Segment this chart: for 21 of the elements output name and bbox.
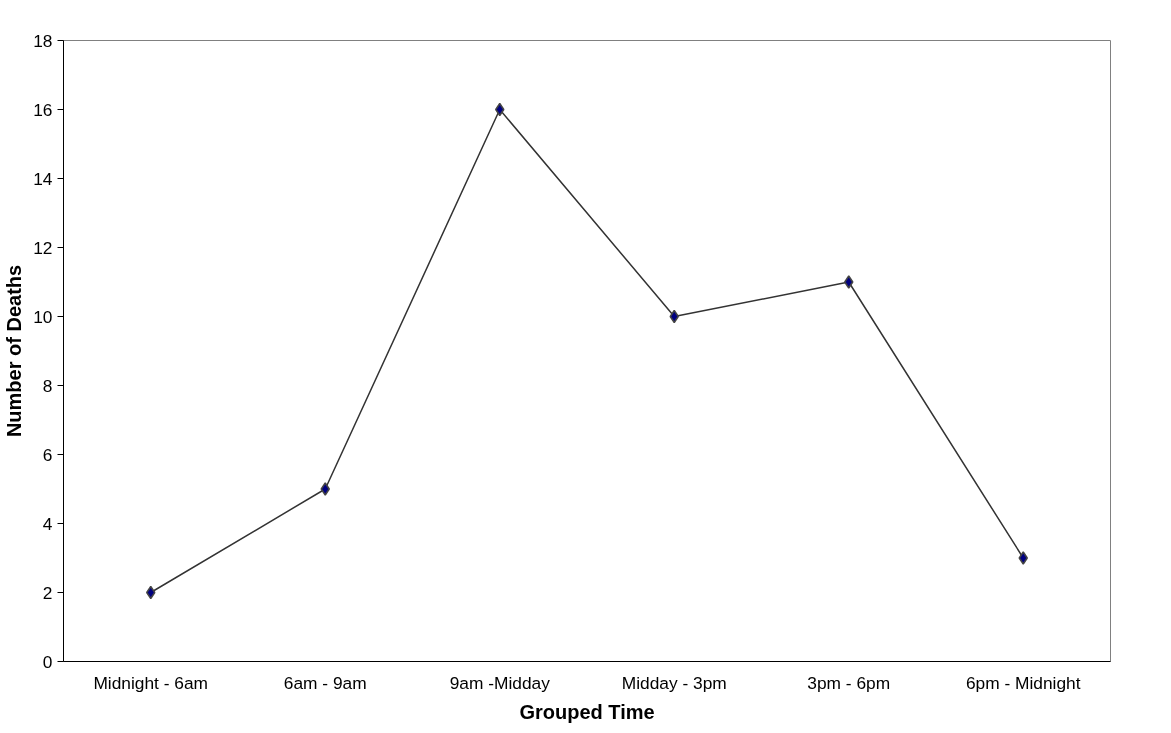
x-tick-label: Midday - 3pm	[621, 672, 727, 693]
x-tick-label: 6am - 9am	[283, 672, 367, 693]
x-tick-label: 9am -Midday	[449, 672, 551, 693]
x-tick-label: 6pm - Midnight	[965, 672, 1081, 693]
y-axis-title: Number of Deaths	[3, 264, 26, 438]
y-tick-label: 16	[33, 99, 53, 120]
y-tick-label: 6	[42, 444, 53, 465]
point	[320, 482, 330, 496]
x-tick-label: 3pm - 6pm	[807, 672, 891, 693]
y-tick-label: 12	[33, 237, 53, 258]
y-tick-label: 8	[42, 375, 53, 396]
y-tick-label: 10	[33, 306, 53, 327]
y-tick-label: 4	[42, 513, 53, 534]
y-tick-label: 2	[42, 582, 53, 603]
point	[1018, 551, 1028, 565]
y-tick-label: 14	[33, 168, 53, 189]
x-axis-title: Grouped Time	[519, 700, 655, 723]
x-tick-label: Midnight - 6am	[93, 672, 209, 693]
y-tick-label: 18	[33, 30, 53, 51]
y-tick-label: 0	[42, 651, 53, 672]
point	[844, 275, 854, 289]
